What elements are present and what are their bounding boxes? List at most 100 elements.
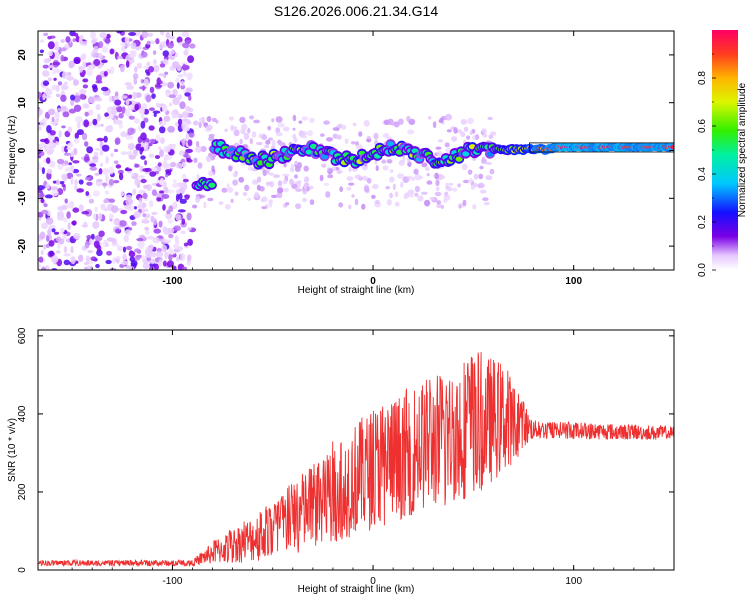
spectrogram-cell [348, 182, 355, 186]
spectrogram-cell [94, 172, 100, 176]
spectrogram-cell [457, 183, 461, 188]
spectrogram-cell [159, 41, 164, 50]
spectrogram-cell [121, 106, 126, 114]
spectrogram-cell [177, 118, 183, 126]
spectrogram-cell [91, 233, 95, 240]
spectrogram-cell [100, 203, 106, 211]
spectrogram-cell [142, 217, 149, 223]
spectrogram-cell [325, 191, 331, 198]
spectrogram-cell [140, 155, 146, 160]
spectrogram-cell [188, 95, 192, 101]
spectrogram-cell [304, 183, 310, 188]
spectrogram-cell [181, 122, 186, 130]
spectrogram-cell [60, 54, 65, 62]
spectrogram-cell [102, 46, 109, 53]
spectrogram-cell [55, 93, 61, 98]
spectrogram-cell [485, 161, 493, 166]
spectrogram-cell [327, 174, 334, 179]
spectrogram-cell [46, 172, 52, 180]
spectrogram-cell [185, 39, 192, 44]
spectrogram-cell [47, 50, 53, 57]
spectrogram-cell [172, 201, 178, 210]
spectrogram-cell [79, 93, 85, 100]
spectrogram-cell [426, 173, 430, 177]
spectrogram-cell [88, 198, 95, 204]
spectrogram-cell [455, 156, 463, 162]
spectrogram-cell [198, 121, 202, 129]
spectrogram-cell [267, 137, 274, 141]
spectrogram-cell [86, 181, 93, 186]
spectrogram-cell [175, 214, 182, 221]
spectrogram-cell [80, 54, 86, 61]
spectrogram-cell [125, 135, 134, 140]
spectrogram-cell [421, 162, 428, 168]
spectrogram-cell [83, 40, 88, 46]
spectrogram-cell [96, 52, 103, 59]
spectrogram-cell [177, 209, 186, 213]
spectrogram-cell [153, 113, 157, 117]
spectrogram-cell [142, 213, 146, 218]
spectrogram-cell [163, 145, 171, 153]
spectrogram-cell [113, 148, 119, 153]
spectrogram-cell [100, 163, 104, 167]
spectrogram-cell [127, 127, 135, 135]
spectrogram-cell [181, 161, 187, 168]
snr-plot: -100 0 100 0 200 400 600 Height of straight li… [7, 327, 675, 595]
spectrogram-cell [184, 195, 190, 201]
spectrogram-cell [163, 186, 169, 194]
spectrogram-cell [115, 228, 120, 234]
spectrogram-cell [42, 117, 49, 122]
spectrogram-cell [151, 211, 158, 215]
spectrogram-cell [74, 132, 80, 140]
spectrogram-cell [96, 249, 103, 257]
spectrogram-cell [52, 61, 61, 66]
spectrogram-cell [251, 131, 257, 138]
spectrogram-cell [133, 211, 141, 219]
spectrogram-cell [76, 188, 84, 193]
colorbar-gradient [712, 30, 738, 270]
spectrogram-cell [130, 260, 138, 267]
spectrogram-cell [175, 162, 183, 169]
spectrogram-cell [366, 177, 372, 184]
spectrogram-cell [105, 156, 109, 164]
spectrogram-cell [176, 82, 180, 89]
spectrogram-cell [463, 126, 469, 132]
spectrogram-cell [66, 211, 71, 219]
spectrogram-cell [451, 136, 458, 142]
spectrogram-cell [43, 203, 48, 208]
spectrogram-cell [414, 192, 419, 197]
spectrogram-cell [152, 65, 160, 73]
spectrogram-cell [249, 138, 253, 145]
spectrogram-cell [92, 85, 98, 93]
spectrogram-cell [93, 151, 99, 157]
spectrogram-cell [150, 167, 158, 173]
spectrogram-cell [208, 182, 216, 188]
spectrogram-cell [99, 150, 104, 156]
spectrogram-cell [371, 194, 376, 199]
spectrogram-cell [479, 189, 487, 194]
spectrogram-cell [168, 94, 176, 99]
spectrogram-cell [129, 266, 134, 270]
spectrogram-cell [275, 127, 281, 134]
spectrogram-cell [143, 208, 149, 212]
spectrogram-cell [466, 135, 471, 140]
spectrogram-cell [81, 210, 90, 215]
spectrogram-cell [54, 111, 60, 119]
spectrogram-cell [156, 77, 162, 86]
spectrogram-cell [140, 79, 145, 84]
spectrogram-cell [158, 126, 166, 134]
spectrogram-cell [255, 141, 263, 146]
spectrogram-cell [49, 130, 56, 136]
spectrogram-cell [120, 209, 128, 215]
spectrogram-cell [303, 165, 309, 172]
spectrogram-cell [429, 196, 435, 201]
spectrogram-cell [140, 146, 145, 152]
spectrogram-cell [51, 189, 59, 197]
spectrogram-cell [58, 210, 64, 218]
spectrogram-cell [265, 170, 270, 175]
spectrogram-cell [489, 168, 495, 175]
spectrogram-cell [187, 55, 195, 63]
spectrogram-cell [294, 174, 298, 179]
spectrogram-cell [125, 198, 134, 206]
spectrogram-cell [64, 198, 68, 204]
